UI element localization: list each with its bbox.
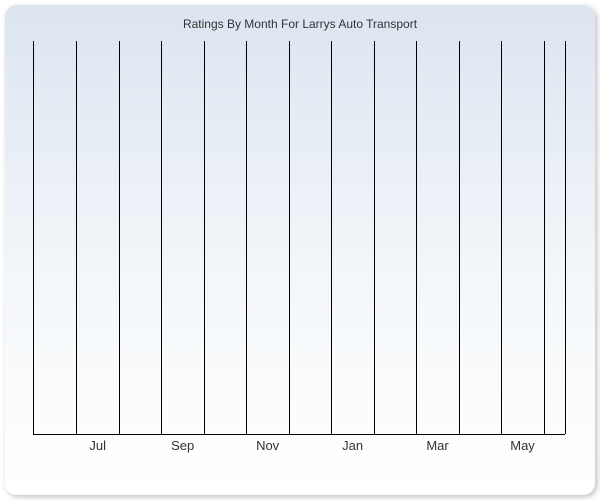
chart-container: Ratings By Month For Larrys Auto Transpo… <box>5 5 595 495</box>
x-gridline <box>204 41 205 434</box>
x-gridline <box>416 41 417 434</box>
x-gridline <box>289 41 290 434</box>
x-gridline <box>374 41 375 434</box>
x-gridline-right <box>565 41 566 434</box>
x-gridline <box>246 41 247 434</box>
x-axis-label: Mar <box>426 438 448 453</box>
plot-area: JulSepNovJanMarMay <box>33 41 565 435</box>
x-axis-labels: Jul Sep Nov Jan Mar May <box>34 438 565 458</box>
x-gridline <box>119 41 120 434</box>
x-gridline <box>501 41 502 434</box>
chart-title: Ratings By Month For Larrys Auto Transpo… <box>15 13 585 41</box>
plot-wrapper: Jul Sep Nov Jan Mar May <box>15 41 585 463</box>
x-axis-label: Jan <box>342 438 363 453</box>
x-axis-label: May <box>510 438 535 453</box>
x-gridline <box>459 41 460 434</box>
x-axis-label: Sep <box>171 438 194 453</box>
x-gridline <box>544 41 545 434</box>
x-gridline <box>331 41 332 434</box>
x-gridline <box>76 41 77 434</box>
x-axis-label: Jul <box>89 438 106 453</box>
x-gridline <box>161 41 162 434</box>
x-axis-label: Nov <box>256 438 279 453</box>
